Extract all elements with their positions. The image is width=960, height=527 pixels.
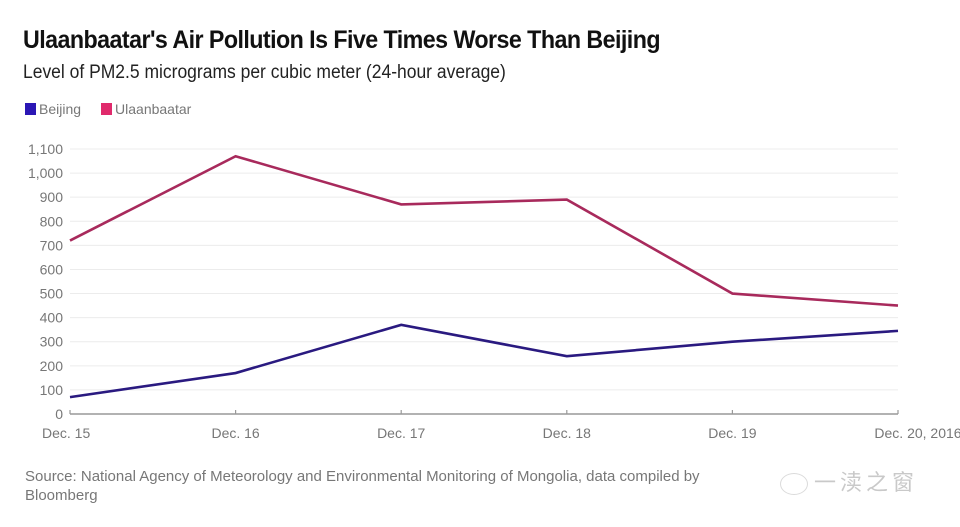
chart-title: Ulaanbaatar's Air Pollution Is Five Time… [23, 26, 661, 54]
legend-swatch-beijing [25, 103, 36, 115]
legend-swatch-ulaanbaatar [101, 103, 113, 115]
series-line-ulaanbaatar [69, 154, 899, 307]
legend-item-beijing: Beijing [25, 101, 81, 117]
y-tick-label: 0 [55, 406, 63, 422]
y-tick-label: 200 [40, 358, 64, 374]
legend: Beijing Ulaanbaatar [25, 101, 191, 117]
chart-subtitle: Level of PM2.5 micrograms per cubic mete… [23, 62, 506, 83]
y-tick-label: 400 [40, 310, 64, 326]
x-tick-label: Dec. 18 [543, 425, 591, 441]
x-tick-label: Dec. 19 [708, 425, 756, 441]
y-tick-label: 800 [40, 213, 64, 229]
y-tick-label: 100 [40, 382, 64, 398]
watermark: 一渎之窗 [780, 465, 918, 497]
x-tick-label: Dec. 16 [211, 425, 259, 441]
y-tick-label: 1,000 [28, 165, 63, 181]
source-note: Source: National Agency of Meteorology a… [25, 468, 700, 504]
legend-label-ulaanbaatar: Ulaanbaatar [115, 101, 192, 117]
y-tick-label: 1,100 [28, 141, 63, 157]
watermark-text: 一渎之窗 [814, 470, 919, 495]
series-line-beijing [69, 323, 899, 399]
x-tick-label: Dec. 20, 2016 [874, 425, 960, 441]
y-tick-label: 300 [40, 334, 64, 350]
x-tick-label: Dec. 15 [42, 425, 90, 441]
y-tick-label: 700 [40, 237, 64, 253]
y-tick-label: 900 [40, 189, 64, 205]
wechat-logo-icon [780, 473, 808, 496]
x-tick-label: Dec. 17 [377, 425, 425, 441]
legend-label-beijing: Beijing [39, 101, 82, 117]
legend-item-ulaanbaatar: Ulaanbaatar [101, 101, 191, 117]
y-tick-label: 600 [40, 261, 64, 277]
y-tick-label: 500 [40, 286, 64, 302]
